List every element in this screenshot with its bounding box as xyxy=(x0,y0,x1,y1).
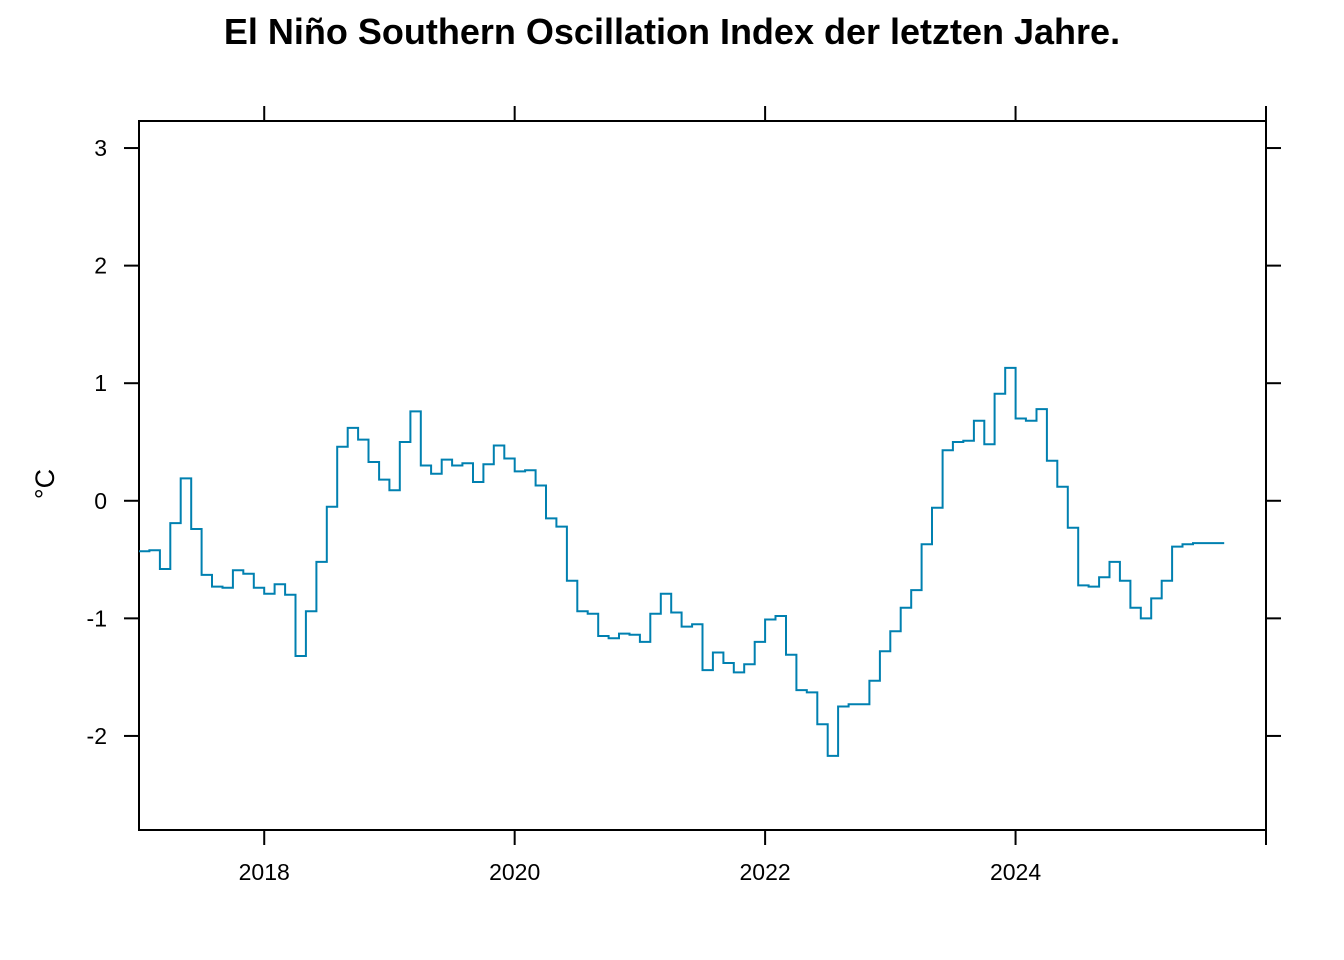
x-tick-label: 2020 xyxy=(489,859,540,885)
y-tick-label: 2 xyxy=(94,253,107,279)
x-tick-label: 2024 xyxy=(990,859,1041,885)
y-tick-label: 1 xyxy=(94,370,107,396)
axes: 2018 2020 2022 2024 -2 -1 0 1 2 3 xyxy=(87,106,1281,885)
plot-frame xyxy=(138,120,1267,831)
y-axis-label: °C xyxy=(30,469,60,499)
y-tick-label: -1 xyxy=(87,605,107,631)
y-tick-label: 3 xyxy=(94,135,107,161)
x-tick-label: 2018 xyxy=(239,859,290,885)
series-line-enso xyxy=(139,366,1225,757)
plot-area xyxy=(139,366,1225,757)
chart-title: El Niño Southern Oscillation Index der l… xyxy=(224,11,1120,52)
y-tick-label: -2 xyxy=(87,723,107,749)
y-tick-label: 0 xyxy=(94,488,107,514)
x-tick-label: 2022 xyxy=(740,859,791,885)
